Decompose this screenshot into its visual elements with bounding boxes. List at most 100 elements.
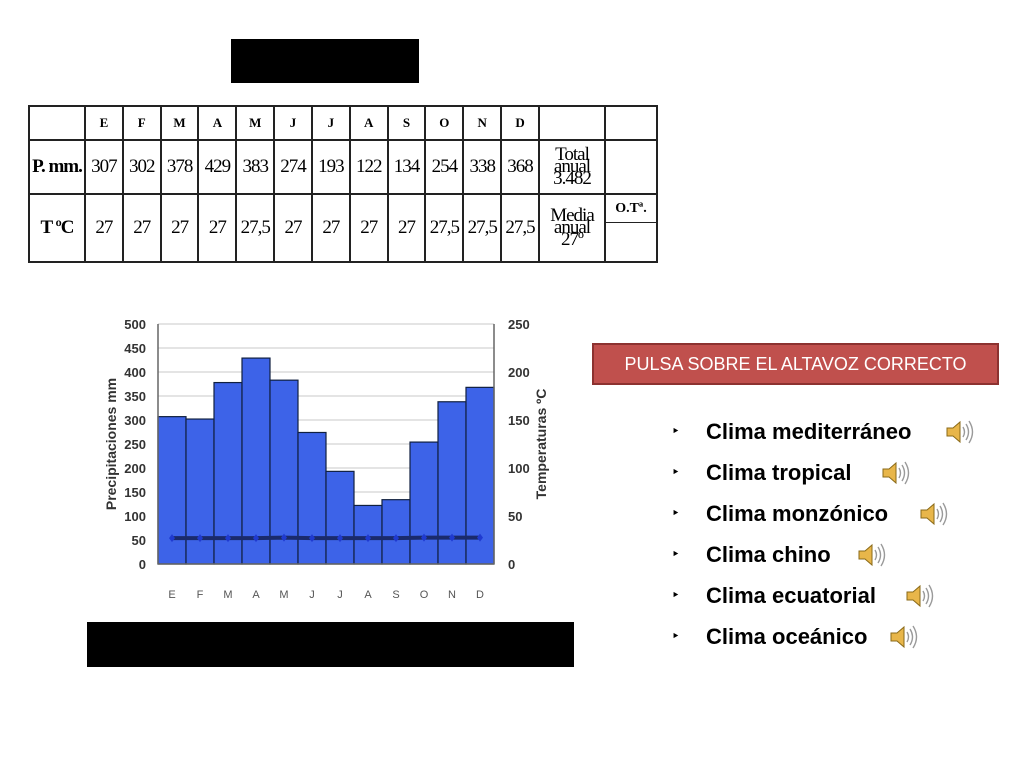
redacted-title-block (231, 39, 419, 83)
temperature-line (169, 533, 483, 543)
month-header: E (84, 105, 124, 141)
temp-value: 27 (159, 193, 200, 263)
y2-tick-label: 250 (508, 317, 530, 332)
precipitation-bar (297, 431, 327, 565)
temperature-marker (281, 533, 287, 542)
month-header: J (273, 105, 313, 141)
precip-value: 429 (197, 139, 238, 195)
table-corner-cell (28, 105, 86, 141)
y-tick-label: 450 (124, 341, 146, 356)
precipitation-bar (409, 441, 439, 565)
month-header: O (424, 105, 465, 141)
speaker-icon[interactable] (944, 417, 974, 447)
temp-value: 27,5 (462, 193, 503, 263)
x-tick-label: F (197, 589, 204, 601)
y-tick-label: 500 (124, 317, 146, 332)
y2-tick-label: 150 (508, 413, 530, 428)
option-label: Clima mediterráneo (706, 419, 912, 444)
x-tick-label: M (279, 589, 288, 601)
speaker-icon[interactable] (918, 499, 948, 529)
y-tick-label: 100 (124, 509, 146, 524)
speaker-icon[interactable] (880, 458, 910, 488)
precipitation-row: P. mm. 307 302 378 429 383 274 193 122 1… (28, 139, 658, 195)
speaker-icon[interactable] (856, 540, 886, 570)
y2-tick-label: 200 (508, 365, 530, 380)
climograph-chart: 0 50 100 150 200 250 300 350 400 450 500 0 50 100 150 2… (103, 317, 549, 601)
x-tick-label: D (476, 589, 484, 601)
y-tick-label: 300 (124, 413, 146, 428)
temp-value: 27,5 (424, 193, 465, 263)
ot-cell: O.Tª. (604, 193, 658, 263)
y-axis-title: Precipitaciones mm (103, 378, 119, 510)
ot-header-cell (604, 105, 658, 141)
chart-tick-labels: 0 50 100 150 200 250 300 350 400 450 500 0 50 100 150 2… (103, 317, 549, 601)
option-label: Clima chino (706, 542, 831, 567)
summary-header-cell (538, 105, 606, 141)
temperature-marker (393, 534, 399, 543)
y-tick-label: 0 (139, 557, 146, 572)
precip-value: 274 (273, 139, 313, 195)
x-tick-label: A (364, 589, 372, 601)
climate-data-table: E F M A M J J A S O N D P. mm. 307 302 3… (28, 105, 658, 263)
precipitation-bar (325, 470, 355, 565)
temp-value: 27 (84, 193, 124, 263)
instruction-text: PULSA SOBRE EL ALTAVOZ CORRECTO (624, 353, 967, 374)
y2-tick-label: 0 (508, 557, 515, 572)
speaker-icon[interactable] (904, 581, 934, 611)
precip-total-cell: Total anual 3.482 (538, 139, 606, 195)
precip-value: 302 (121, 139, 162, 195)
temperature-marker (337, 534, 343, 543)
precipitation-row-label: P. mm. (28, 139, 86, 195)
temperature-row: T ºC 27 27 27 27 27,5 27 27 27 27 27,5 2… (28, 193, 658, 263)
temp-value: 27 (310, 193, 351, 263)
precip-value: 383 (235, 139, 276, 195)
month-header: M (235, 105, 276, 141)
option-label: Clima tropical (706, 460, 852, 485)
y2-tick-label: 50 (508, 509, 522, 524)
bullet-icon: ‣ (672, 506, 680, 520)
x-tick-label: E (168, 589, 175, 601)
precip-ot-cell (604, 139, 658, 195)
temperature-marker (197, 534, 203, 543)
option-label: Clima monzónico (706, 501, 889, 526)
y2-axis-title: Temperaturas ºC (533, 389, 549, 500)
y-tick-label: 250 (124, 437, 146, 452)
precipitation-bar (381, 499, 411, 565)
temp-value: 27 (121, 193, 162, 263)
precip-value: 193 (310, 139, 351, 195)
x-tick-label: A (252, 589, 260, 601)
temp-value: 27 (386, 193, 427, 263)
redacted-caption-block (87, 622, 574, 667)
x-tick-label: M (223, 589, 232, 601)
precip-total-value: 3.482 (553, 168, 592, 189)
temp-value: 27 (273, 193, 313, 263)
temp-mean-label: Media anual (550, 205, 595, 238)
temperature-marker (477, 533, 483, 542)
bullet-icon: ‣ (672, 547, 680, 561)
bullet-icon: ‣ (672, 424, 680, 438)
temperature-marker (169, 534, 175, 543)
y-tick-label: 400 (124, 365, 146, 380)
precipitation-bars (157, 357, 495, 565)
precip-value: 368 (500, 139, 540, 195)
temperature-row-label: T ºC (28, 193, 86, 263)
temp-value: 27,5 (500, 193, 540, 263)
temperature-marker (253, 534, 259, 543)
month-header: A (197, 105, 238, 141)
temp-value: 27,5 (235, 193, 276, 263)
x-tick-label: J (309, 589, 315, 601)
precip-value: 378 (159, 139, 200, 195)
speaker-icon[interactable] (888, 622, 918, 652)
bullet-icon: ‣ (672, 465, 680, 479)
table-header-row: E F M A M J J A S O N D (28, 105, 658, 141)
bullet-icon: ‣ (672, 629, 680, 643)
temperature-marker (365, 534, 371, 543)
x-tick-label: O (420, 589, 429, 601)
temperature-marker (449, 533, 455, 542)
precipitation-bar (241, 357, 271, 565)
instruction-banner: PULSA SOBRE EL ALTAVOZ CORRECTO (592, 343, 999, 385)
precip-value: 254 (424, 139, 465, 195)
y-tick-label: 150 (124, 485, 146, 500)
y-tick-label: 350 (124, 389, 146, 404)
precipitation-bar (185, 418, 215, 565)
